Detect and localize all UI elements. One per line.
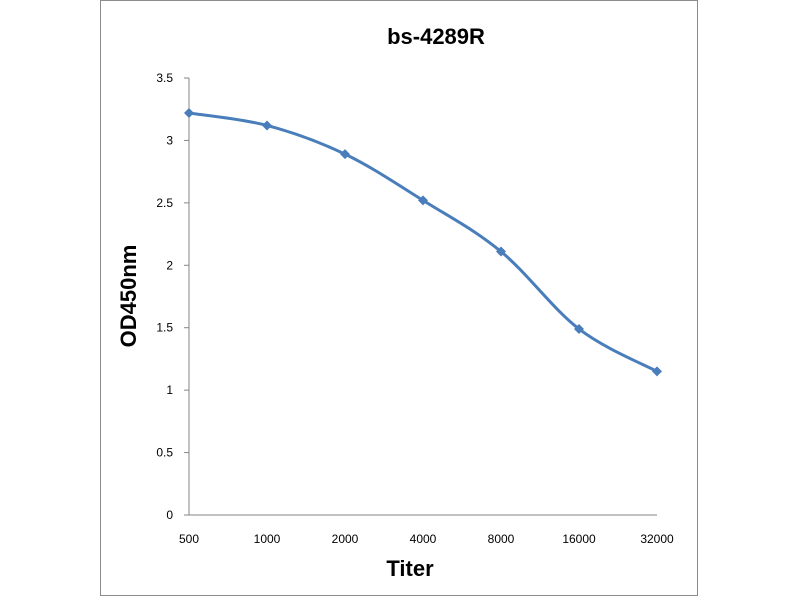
data-point-marker bbox=[496, 246, 506, 257]
y-tick-label: 0 bbox=[166, 508, 173, 522]
data-point-marker bbox=[418, 195, 428, 206]
y-tick-label: 1 bbox=[166, 383, 173, 397]
x-tick-label: 2000 bbox=[332, 532, 359, 546]
chart-title: bs-4289R bbox=[387, 24, 485, 49]
data-point-marker bbox=[652, 366, 662, 377]
x-axis-label: Titer bbox=[386, 556, 434, 581]
data-point-marker bbox=[262, 120, 272, 131]
x-tick-label: 16000 bbox=[562, 532, 596, 546]
y-tick-label: 2 bbox=[166, 258, 173, 272]
y-tick-label: 3 bbox=[166, 133, 173, 147]
y-tick-label: 2.5 bbox=[156, 196, 173, 210]
data-point-marker bbox=[574, 323, 584, 334]
x-tick-label: 500 bbox=[179, 532, 199, 546]
chart-frame bbox=[100, 0, 698, 596]
data-point-marker bbox=[340, 149, 350, 160]
x-tick-label: 1000 bbox=[254, 532, 281, 546]
x-tick-label: 32000 bbox=[640, 532, 674, 546]
x-tick-label: 8000 bbox=[488, 532, 515, 546]
x-tick-label: 4000 bbox=[410, 532, 437, 546]
y-axis-label: OD450nm bbox=[116, 245, 141, 348]
y-tick-label: 0.5 bbox=[156, 446, 173, 460]
y-tick-label: 3.5 bbox=[156, 71, 173, 85]
series-line bbox=[188, 111, 658, 373]
y-tick-label: 1.5 bbox=[156, 321, 173, 335]
data-point-marker bbox=[184, 107, 194, 118]
